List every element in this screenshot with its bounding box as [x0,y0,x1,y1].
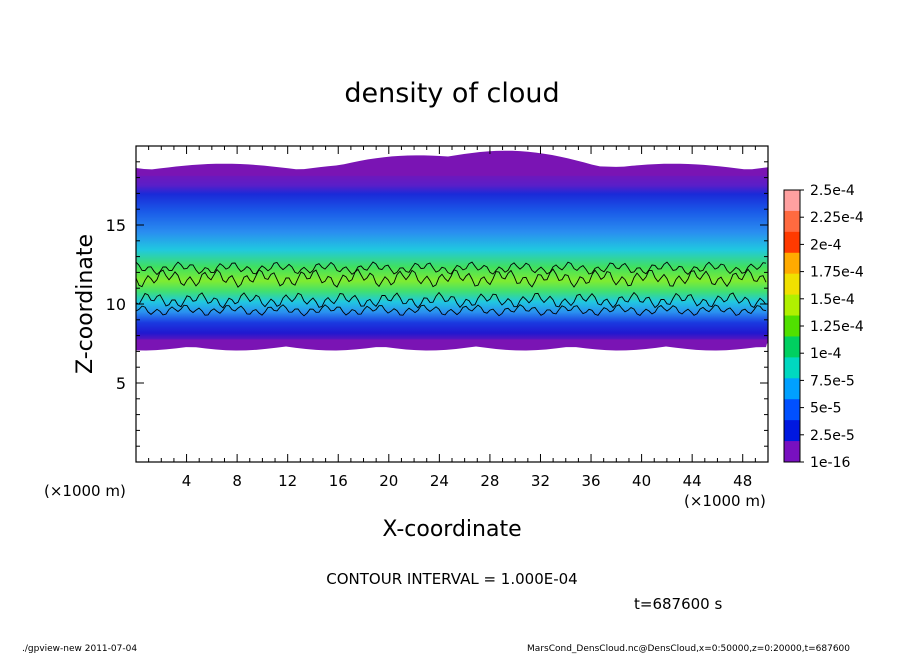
contour-line [136,304,767,317]
time-label: t=687600 s [634,595,722,613]
contour-interval-label: CONTOUR INTERVAL = 1.000E-04 [326,570,577,588]
colorbar-swatch [784,231,800,254]
colorbar-swatch [784,190,800,212]
colorbar-swatch [784,294,800,317]
colorbar-label: 2e-4 [810,237,842,253]
x-tick-label: 28 [480,472,499,490]
colorbar-label: 1e-4 [810,346,842,362]
x-tick-label: 24 [430,472,449,490]
colorbar-label: 2.5e-5 [810,428,855,444]
x-tick-label: 36 [581,472,600,490]
colorbar-label: 1.75e-4 [810,265,864,281]
colorbar-swatch [784,210,800,233]
x-unit-left: (×1000 m) [44,482,126,500]
y-tick-label: 5 [116,374,126,393]
x-unit-right: (×1000 m) [684,492,766,510]
footer-right: MarsCond_DensCloud.nc@DensCloud,x=0:5000… [527,644,850,654]
contour-line [136,261,767,276]
x-tick-label: 12 [278,472,297,490]
plot-area [136,150,768,351]
colorbar-label: 2.25e-4 [810,210,864,226]
colorbar-label: 5e-5 [810,401,841,417]
x-tick-label: 40 [632,472,651,490]
colorbar-swatch [784,441,800,463]
x-tick-label: 16 [329,472,348,490]
colorbar-swatch [784,420,800,442]
x-tick-label: 32 [531,472,550,490]
colorbar-label: 7.5e-5 [810,373,855,389]
y-axis: 5 10 15 [106,145,768,463]
colorbar-swatch [784,273,800,296]
footer-left: ./gpview-new 2011-07-04 [22,644,137,654]
x-tick-label: 20 [379,472,398,490]
contour-lines [136,261,767,317]
colorbar-label: 2.5e-4 [810,183,855,199]
contour-line [136,268,767,288]
x-tick-label: 4 [182,472,192,490]
colorbar-label: 1.25e-4 [810,319,864,335]
colorbar-swatch [784,336,800,358]
colorbar-label: 1e-16 [810,455,850,471]
contour-line [136,291,767,309]
colorbar-swatch [784,252,800,275]
cloud-band [136,169,768,344]
y-axis-label: Z-coordinate [73,234,98,374]
chart-title: density of cloud [344,78,559,109]
cloud-bottom-edge [136,339,768,351]
x-axis: 4 8 12 16 20 24 28 32 36 40 44 48 [135,146,769,490]
y-tick-label: 15 [106,216,126,235]
x-tick-label: 44 [683,472,702,490]
x-tick-label: 48 [733,472,752,490]
colorbar-swatch [784,378,800,400]
cloud-top-edge [136,150,768,176]
colorbar-swatch [784,357,800,379]
x-tick-label: 8 [232,472,242,490]
colorbar: 2.5e-4 2.25e-4 2e-4 1.75e-4 1.5e-4 1.25e-4 1e-… [783,183,864,471]
colorbar-swatch [784,315,800,337]
x-axis-label: X-coordinate [382,517,521,542]
y-tick-label: 10 [106,295,126,314]
colorbar-label: 1.5e-4 [810,292,855,308]
colorbar-swatch [784,399,800,421]
